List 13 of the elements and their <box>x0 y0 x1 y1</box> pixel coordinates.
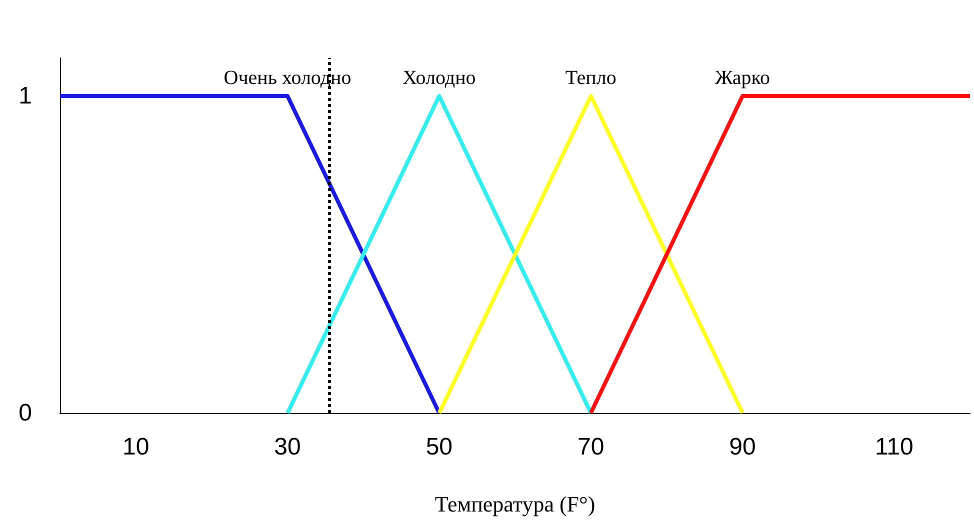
x-tick-label: 90 <box>729 434 756 460</box>
x-tick-label: 30 <box>274 434 301 460</box>
series-label: Жарко <box>715 67 770 90</box>
x-tick-label: 110 <box>875 434 914 460</box>
x-tick-label: 70 <box>577 434 604 460</box>
series-label: Очень холодно <box>224 67 352 90</box>
series-label: Холодно <box>402 67 476 90</box>
series-label: Тепло <box>565 67 616 90</box>
x-axis-title: Температура (F°) <box>434 492 596 516</box>
x-tick-label: 10 <box>122 434 150 460</box>
y-tick-label: 0 <box>18 400 32 426</box>
y-tick-label: 1 <box>18 82 32 110</box>
x-tick-label: 50 <box>426 434 453 460</box>
